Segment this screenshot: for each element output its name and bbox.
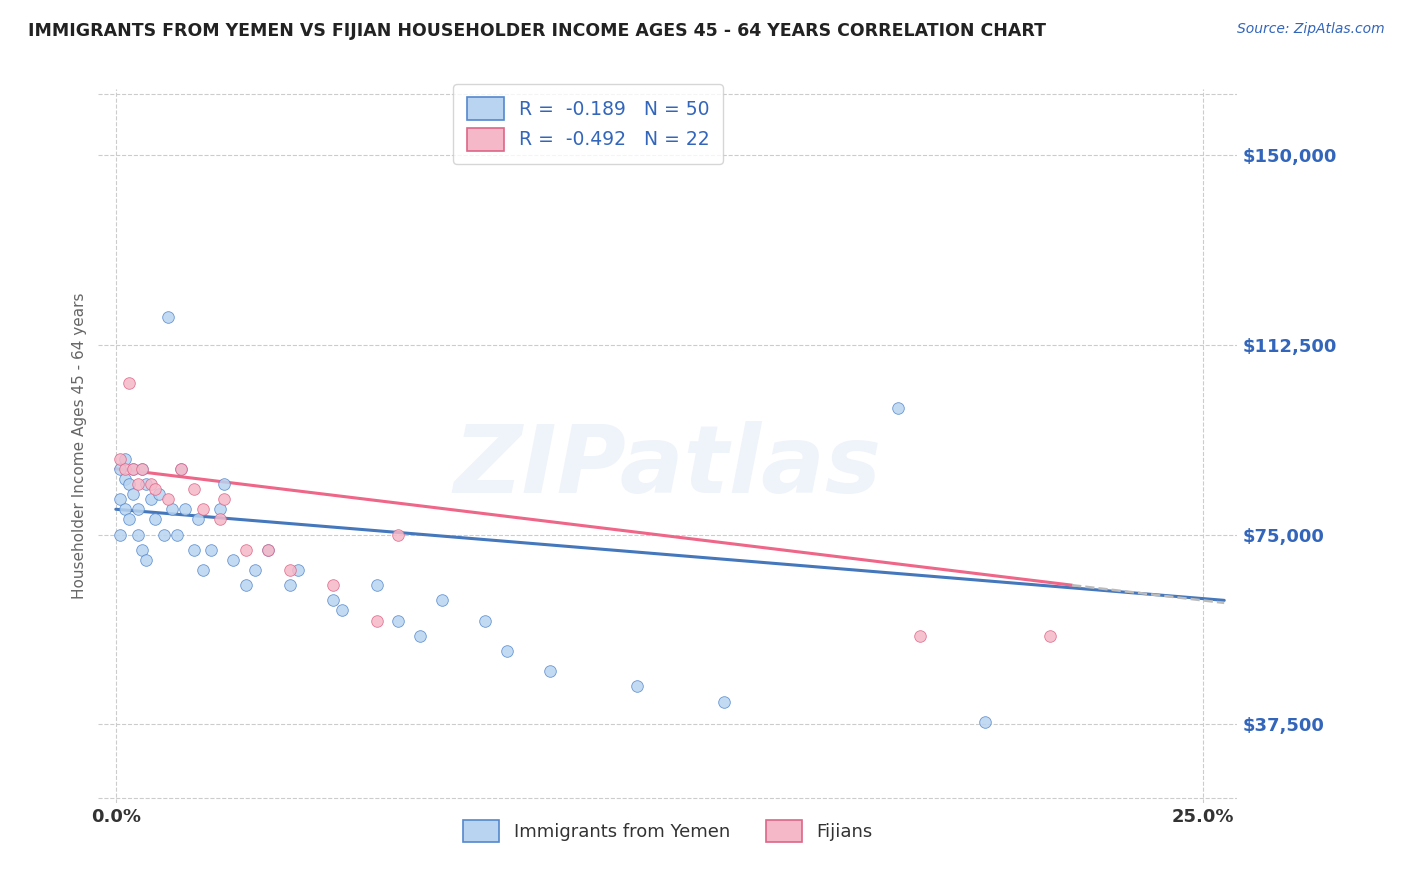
Point <box>143 482 166 496</box>
Point <box>387 527 409 541</box>
Point <box>118 512 141 526</box>
Point <box>713 695 735 709</box>
Point <box>108 527 131 541</box>
Y-axis label: Householder Income Ages 45 - 64 years: Householder Income Ages 45 - 64 years <box>72 293 87 599</box>
Legend: Immigrants from Yemen, Fijians: Immigrants from Yemen, Fijians <box>454 811 882 851</box>
Point <box>114 462 136 476</box>
Point <box>152 527 174 541</box>
Point <box>214 492 236 507</box>
Point <box>222 553 245 567</box>
Point <box>127 502 149 516</box>
Point <box>183 482 205 496</box>
Point <box>409 629 432 643</box>
Point <box>278 578 301 592</box>
Point <box>118 376 141 390</box>
Point <box>131 462 153 476</box>
Text: Source: ZipAtlas.com: Source: ZipAtlas.com <box>1237 22 1385 37</box>
Point <box>131 542 153 557</box>
Point <box>114 472 136 486</box>
Point <box>235 542 257 557</box>
Point <box>187 512 209 526</box>
Text: ZIPatlas: ZIPatlas <box>454 421 882 514</box>
Point <box>156 492 179 507</box>
Point <box>108 451 131 466</box>
Point <box>162 502 184 516</box>
Point <box>209 502 232 516</box>
Point <box>887 401 910 415</box>
Point <box>166 527 188 541</box>
Point <box>366 614 388 628</box>
Point <box>122 462 145 476</box>
Point <box>330 603 353 617</box>
Point <box>626 680 648 694</box>
Point <box>287 563 309 577</box>
Point <box>257 542 280 557</box>
Point <box>214 477 236 491</box>
Point <box>139 477 162 491</box>
Point <box>122 487 145 501</box>
Point <box>148 487 170 501</box>
Point <box>127 527 149 541</box>
Point <box>200 542 222 557</box>
Point <box>156 310 179 324</box>
Point <box>908 629 931 643</box>
Point <box>131 462 153 476</box>
Point <box>322 593 344 607</box>
Point <box>135 477 157 491</box>
Point <box>191 502 214 516</box>
Point <box>257 542 280 557</box>
Point <box>127 477 149 491</box>
Point <box>170 462 193 476</box>
Point <box>118 477 141 491</box>
Point <box>540 664 562 678</box>
Point <box>114 502 136 516</box>
Point <box>122 462 145 476</box>
Point <box>322 578 344 592</box>
Point <box>430 593 453 607</box>
Point <box>191 563 214 577</box>
Point <box>143 512 166 526</box>
Point <box>278 563 301 577</box>
Point <box>366 578 388 592</box>
Point <box>183 542 205 557</box>
Point <box>139 492 162 507</box>
Point <box>974 714 997 729</box>
Text: IMMIGRANTS FROM YEMEN VS FIJIAN HOUSEHOLDER INCOME AGES 45 - 64 YEARS CORRELATIO: IMMIGRANTS FROM YEMEN VS FIJIAN HOUSEHOL… <box>28 22 1046 40</box>
Point <box>243 563 266 577</box>
Point <box>170 462 193 476</box>
Point <box>387 614 409 628</box>
Point <box>108 462 131 476</box>
Point <box>474 614 496 628</box>
Point <box>114 451 136 466</box>
Point <box>174 502 197 516</box>
Point <box>135 553 157 567</box>
Point <box>108 492 131 507</box>
Point <box>235 578 257 592</box>
Point <box>496 644 519 658</box>
Point <box>209 512 232 526</box>
Point <box>1039 629 1062 643</box>
